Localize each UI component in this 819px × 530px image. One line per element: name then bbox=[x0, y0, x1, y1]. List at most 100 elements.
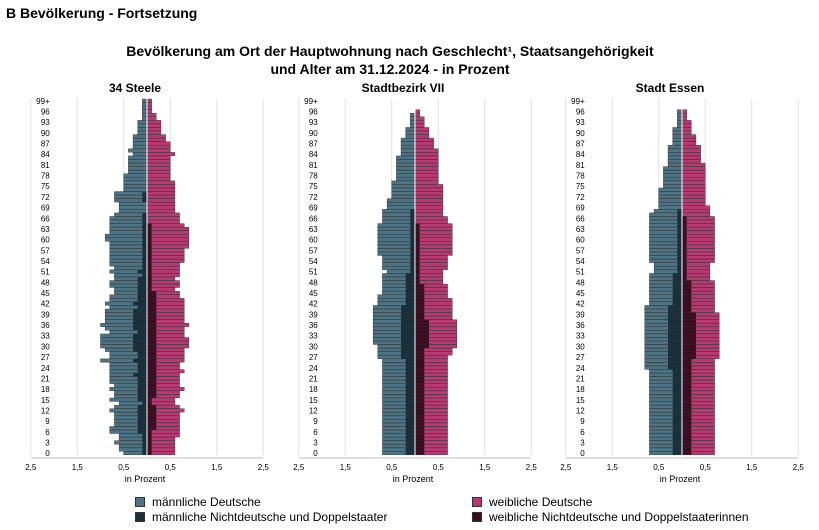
bar-female-german-2-63 bbox=[681, 226, 715, 231]
age-tick-0-18: 18 bbox=[41, 385, 50, 394]
bar-male-german-0-73 bbox=[114, 191, 148, 196]
bar-male-foreign-2-27 bbox=[668, 355, 682, 359]
bar-male-german-0-50 bbox=[114, 273, 148, 278]
bar-male-foreign-2-49 bbox=[672, 277, 682, 281]
bar-female-foreign-1-28 bbox=[415, 351, 425, 356]
bar-female-german-0-97 bbox=[146, 105, 152, 110]
bar-female-german-1-60 bbox=[414, 237, 453, 242]
age-tick-1-24: 24 bbox=[309, 364, 318, 373]
age-tick-1-33: 33 bbox=[309, 332, 318, 341]
bar-female-foreign-0-20 bbox=[147, 380, 157, 384]
bar-male-foreign-1-13 bbox=[405, 405, 415, 409]
bar-female-german-1-58 bbox=[414, 244, 453, 249]
age-tick-2-66: 66 bbox=[576, 214, 585, 223]
age-tick-1-51: 51 bbox=[309, 268, 318, 277]
bar-male-german-1-60 bbox=[377, 237, 416, 242]
bar-female-foreign-1-14 bbox=[415, 401, 425, 405]
panel-title-1: Stadtbezirk VII bbox=[362, 81, 445, 95]
bar-female-german-1-87 bbox=[414, 141, 434, 146]
age-tick-0-15: 15 bbox=[41, 396, 50, 405]
age-tick-0-54: 54 bbox=[41, 257, 50, 266]
bar-female-german-1-64 bbox=[414, 223, 453, 228]
bar-male-foreign-2-42 bbox=[672, 301, 682, 306]
bar-male-german-0-57 bbox=[109, 248, 148, 253]
bar-female-foreign-0-10 bbox=[147, 415, 157, 420]
bar-female-foreign-2-26 bbox=[682, 358, 692, 363]
bar-female-foreign-2-28 bbox=[682, 351, 696, 356]
bar-female-foreign-2-30 bbox=[682, 344, 696, 349]
bar-male-foreign-1-42 bbox=[405, 301, 415, 306]
age-tick-1-99+: 99+ bbox=[304, 97, 318, 106]
bar-male-foreign-1-40 bbox=[401, 309, 415, 313]
age-tick-0-0: 0 bbox=[45, 449, 50, 458]
bar-male-foreign-2-33 bbox=[668, 333, 682, 338]
bar-male-german-2-77 bbox=[663, 177, 683, 181]
bar-male-german-2-91 bbox=[672, 127, 683, 132]
bar-female-german-0-60 bbox=[146, 237, 190, 242]
bar-male-foreign-1-37 bbox=[401, 319, 415, 324]
bar-male-foreign-1-4 bbox=[405, 437, 415, 441]
x-tick-0-3: 0,5 bbox=[165, 463, 177, 472]
legend-swatch-female-foreign bbox=[472, 511, 482, 522]
bar-male-foreign-0-11 bbox=[137, 412, 147, 416]
legend-male: männliche Deutsche männliche Nichtdeutsc… bbox=[135, 494, 387, 524]
bar-female-foreign-2-35 bbox=[682, 326, 696, 331]
age-tick-0-81: 81 bbox=[41, 161, 50, 170]
bar-female-foreign-2-62 bbox=[682, 230, 687, 235]
bar-male-german-2-76 bbox=[663, 180, 683, 185]
bar-female-foreign-0-53 bbox=[147, 262, 152, 267]
x-tick-2-5: 2,5 bbox=[793, 463, 805, 472]
bar-male-german-2-89 bbox=[672, 134, 683, 139]
bar-female-foreign-1-15 bbox=[415, 398, 425, 402]
bar-female-foreign-2-15 bbox=[682, 398, 692, 402]
age-tick-2-45: 45 bbox=[576, 289, 585, 298]
bar-female-foreign-1-47 bbox=[415, 284, 425, 288]
bar-male-foreign-2-8 bbox=[672, 422, 682, 427]
bar-male-foreign-1-41 bbox=[401, 305, 415, 309]
bar-female-german-2-73 bbox=[681, 191, 706, 196]
bar-female-german-2-85 bbox=[681, 148, 701, 153]
legend-swatch-male-german bbox=[135, 496, 145, 507]
age-tick-1-0: 0 bbox=[313, 449, 318, 458]
bar-male-foreign-1-32 bbox=[401, 337, 415, 341]
bar-male-foreign-1-43 bbox=[405, 298, 415, 302]
bar-female-german-2-59 bbox=[681, 241, 715, 245]
bar-female-foreign-2-29 bbox=[682, 348, 696, 352]
bar-female-foreign-2-25 bbox=[682, 362, 692, 366]
x-tick-1-1: 1,5 bbox=[340, 463, 352, 472]
bar-female-foreign-2-22 bbox=[682, 373, 692, 377]
bar-male-foreign-2-64 bbox=[677, 223, 682, 227]
bar-female-german-2-65 bbox=[681, 219, 715, 224]
bar-male-german-2-81 bbox=[667, 162, 683, 167]
bar-male-foreign-0-46 bbox=[137, 287, 147, 292]
bar-male-foreign-0-14 bbox=[142, 401, 147, 405]
bar-male-german-1-81 bbox=[396, 162, 416, 167]
bar-male-foreign-0-50 bbox=[142, 273, 147, 277]
bar-female-foreign-1-46 bbox=[415, 287, 425, 292]
age-tick-0-21: 21 bbox=[41, 374, 50, 383]
bar-female-german-0-89 bbox=[146, 134, 166, 139]
age-tick-1-63: 63 bbox=[309, 225, 318, 234]
bar-female-german-2-91 bbox=[681, 127, 692, 132]
section-heading: B Bevölkerung - Fortsetzung bbox=[6, 5, 198, 21]
bar-male-foreign-0-9 bbox=[137, 419, 147, 423]
bar-female-german-1-91 bbox=[414, 127, 430, 132]
x-axis-label-2: in Prozent bbox=[660, 474, 701, 484]
bar-male-foreign-0-22 bbox=[133, 373, 147, 377]
bar-male-german-0-95 bbox=[142, 113, 148, 117]
bar-female-foreign-1-64 bbox=[415, 223, 420, 227]
bar-male-foreign-1-28 bbox=[401, 351, 415, 356]
bar-female-foreign-0-2 bbox=[147, 444, 152, 448]
bar-female-german-0-56 bbox=[146, 251, 185, 256]
bar-female-foreign-0-60 bbox=[147, 237, 152, 242]
age-tick-2-9: 9 bbox=[580, 417, 585, 426]
bar-male-foreign-0-34 bbox=[137, 330, 147, 334]
bar-female-german-2-60 bbox=[681, 237, 715, 242]
legend-item-male-german: männliche Deutsche bbox=[135, 494, 387, 509]
bar-female-foreign-1-13 bbox=[415, 405, 425, 409]
bar-male-foreign-1-2 bbox=[405, 444, 415, 448]
age-tick-1-81: 81 bbox=[309, 161, 318, 170]
bar-female-foreign-0-39 bbox=[147, 312, 157, 316]
bar-male-german-0-69 bbox=[118, 205, 148, 210]
bar-female-foreign-2-1 bbox=[682, 447, 692, 452]
